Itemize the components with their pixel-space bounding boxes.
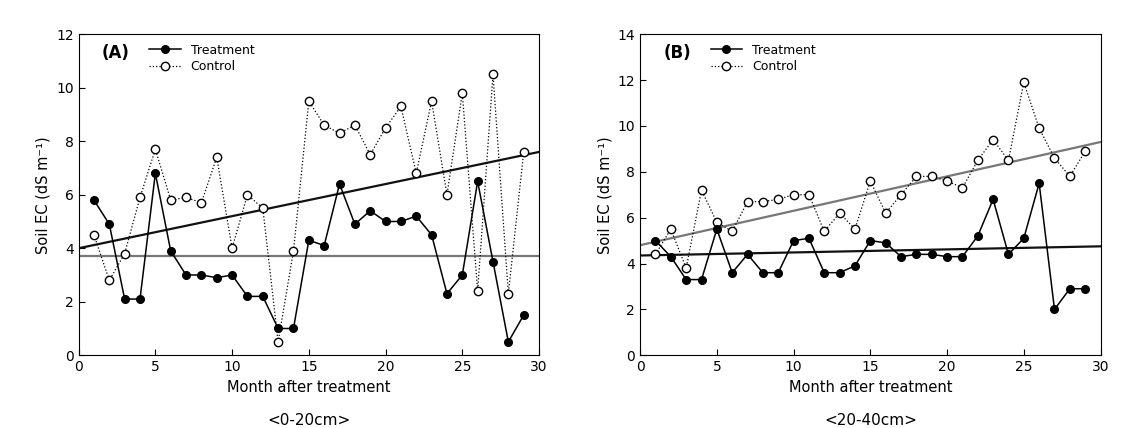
Text: (B): (B) <box>663 44 691 62</box>
Y-axis label: Soil EC (dS m⁻¹): Soil EC (dS m⁻¹) <box>597 136 612 253</box>
Legend: Treatment, Control: Treatment, Control <box>711 44 815 74</box>
Y-axis label: Soil EC (dS m⁻¹): Soil EC (dS m⁻¹) <box>36 136 51 253</box>
X-axis label: Month after treatment: Month after treatment <box>227 380 391 395</box>
Text: (A): (A) <box>102 44 129 62</box>
X-axis label: Month after treatment: Month after treatment <box>788 380 952 395</box>
Text: <20-40cm>: <20-40cm> <box>824 413 916 428</box>
Text: <0-20cm>: <0-20cm> <box>267 413 350 428</box>
Legend: Treatment, Control: Treatment, Control <box>149 44 254 74</box>
